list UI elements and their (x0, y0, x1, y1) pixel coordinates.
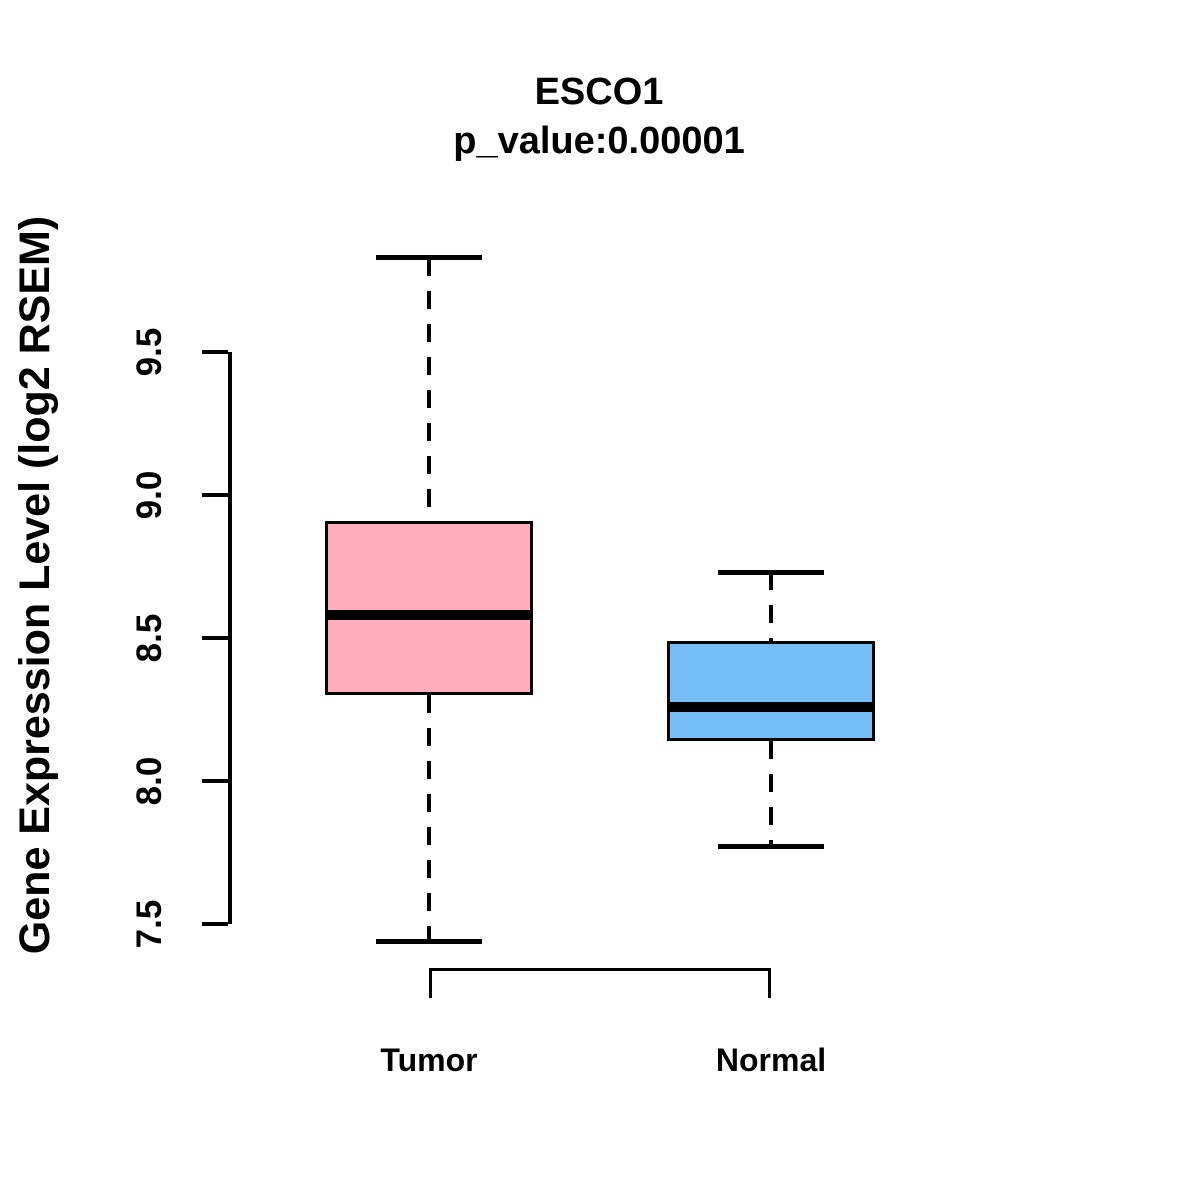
y-axis-tick-label: 8.0 (130, 756, 169, 806)
whisker-cap-bottom-tumor (376, 938, 482, 944)
x-axis-label-normal: Normal (715, 1042, 827, 1078)
y-axis-tick-label: 9.0 (130, 470, 169, 520)
boxplot-median-tumor (325, 610, 533, 621)
whisker-cap-top-normal (718, 569, 824, 575)
y-axis-tick (202, 350, 228, 354)
boxplot-median-normal (667, 701, 875, 712)
x-axis-label-tumor: Tumor (380, 1042, 478, 1078)
chart-title: ESCO1 (534, 71, 664, 113)
y-axis-label: Gene Expression Level (log2 RSEM) (11, 215, 59, 955)
y-axis-tick-label: 8.5 (130, 613, 169, 663)
y-axis-tick-label: 9.5 (130, 327, 169, 377)
comparison-bracket (429, 968, 771, 998)
y-axis-tick (202, 636, 228, 640)
y-axis-line (228, 352, 232, 924)
y-axis-tick (202, 779, 228, 783)
whisker-lower-normal (769, 740, 773, 847)
whisker-lower-tumor (427, 695, 431, 942)
y-axis-tick (202, 922, 228, 926)
y-axis-tick (202, 493, 228, 497)
whisker-cap-top-tumor (376, 255, 482, 261)
boxplot-box-tumor (325, 520, 533, 696)
whisker-upper-normal (769, 572, 773, 641)
whisker-cap-bottom-normal (718, 844, 824, 850)
y-axis-tick-label: 7.5 (130, 899, 169, 949)
whisker-upper-tumor (427, 257, 431, 521)
chart-subtitle: p_value:0.00001 (453, 120, 745, 162)
boxplot-box-normal (667, 640, 875, 741)
